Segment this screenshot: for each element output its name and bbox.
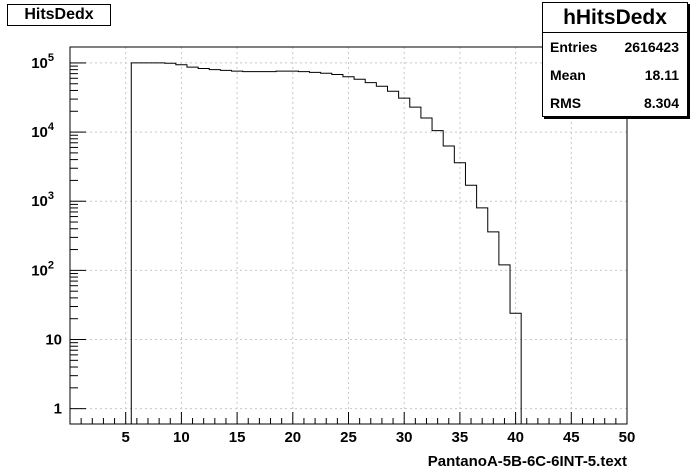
y-tick-label: 105 [31,52,54,72]
histogram-bin [198,69,209,424]
histogram-bin [176,65,187,424]
y-tick-label: 103 [31,190,54,210]
histogram-bin [165,63,176,424]
histogram-bin [243,72,254,424]
y-tick-label: 10 [45,332,62,349]
histogram-bin [365,83,376,424]
histogram-bin [254,72,265,424]
stats-label: Entries [550,39,598,55]
histogram-bin [287,71,298,424]
stats-row-rms: RMS 8.304 [543,89,687,117]
y-tick-label: 104 [31,121,55,141]
histogram-title-box: HitsDedx [7,4,111,26]
histogram-bin [454,163,465,424]
stats-value: 18.11 [644,67,679,83]
y-tick-label: 102 [31,259,54,279]
x-axis-label: PantanoA-5B-6C-6INT-5.text [428,453,627,470]
x-tick-label: 30 [396,429,413,446]
histogram-bin [142,63,153,424]
stats-row-entries: Entries 2616423 [543,33,687,61]
histogram-bars [130,62,522,424]
histogram-bin [187,67,198,424]
stats-label: RMS [550,95,582,111]
x-tick-label: 35 [452,429,469,446]
y-axis-ticks: 1 10 102 103 104 105 [31,52,86,418]
histogram-bin [376,86,387,424]
x-tick-label: 20 [284,429,301,446]
x-tick-label: 40 [507,429,524,446]
x-tick-label: 15 [229,429,246,446]
histogram-outline [130,62,522,424]
x-tick-label: 50 [619,429,636,446]
histogram-bin [232,71,243,424]
y-tick-label: 1 [54,401,62,418]
stats-value: 2616423 [624,39,679,55]
x-tick-label: 10 [173,429,190,446]
histogram-bin [399,98,410,424]
x-tick-label: 45 [563,429,580,446]
x-tick-label: 25 [340,429,357,446]
stats-row-mean: Mean 18.11 [543,61,687,89]
histogram-bin [343,77,354,424]
histogram-bin [265,72,276,424]
histogram-bin [209,70,220,424]
histogram-bin [465,185,476,424]
histogram-bin [410,107,421,424]
stats-box: hHitsDedx Entries 2616423 Mean 18.11 RMS… [542,2,688,117]
histogram-bin [499,265,510,424]
histogram-bin [276,71,287,424]
histogram-bin [310,72,321,424]
histogram-bin [421,118,432,424]
histogram-bin [488,232,499,424]
stats-value: 8.304 [643,95,679,111]
histogram-bin [131,63,142,424]
histogram-bin [477,208,488,424]
histogram-bin [354,79,365,424]
x-tick-label: 5 [122,429,130,446]
x-axis-ticks: 5 10 15 20 25 30 35 40 45 50 [69,412,636,446]
stats-histogram-name: hHitsDedx [543,3,687,33]
histogram-bin [298,72,309,424]
histogram-bin [510,313,521,424]
histogram-bin [321,73,332,424]
stats-label: Mean [550,67,586,83]
histogram-bin [332,75,343,424]
histogram-bin [154,63,165,424]
histogram-bin [443,146,454,424]
histogram-bin [220,70,231,424]
histogram-bin [432,131,443,424]
histogram-bin [387,91,398,424]
